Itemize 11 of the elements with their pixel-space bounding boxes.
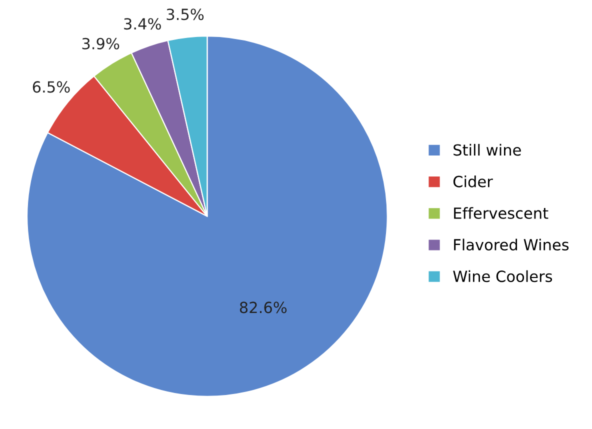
data-label: 3.9% — [82, 38, 120, 50]
legend-label: Flavored Wines — [454, 238, 569, 251]
legend-label: Still wine — [454, 144, 521, 156]
data-label: 3.5% — [166, 8, 204, 20]
pie-slice — [26, 36, 388, 398]
data-label: 82.6% — [240, 302, 287, 314]
data-label: 6.5% — [32, 81, 70, 93]
legend-label: Effervescent — [454, 207, 548, 219]
data-label: 3.4% — [124, 18, 161, 30]
legend-label: Wine Coolers — [453, 270, 552, 282]
legend-label: Cider — [453, 176, 493, 188]
